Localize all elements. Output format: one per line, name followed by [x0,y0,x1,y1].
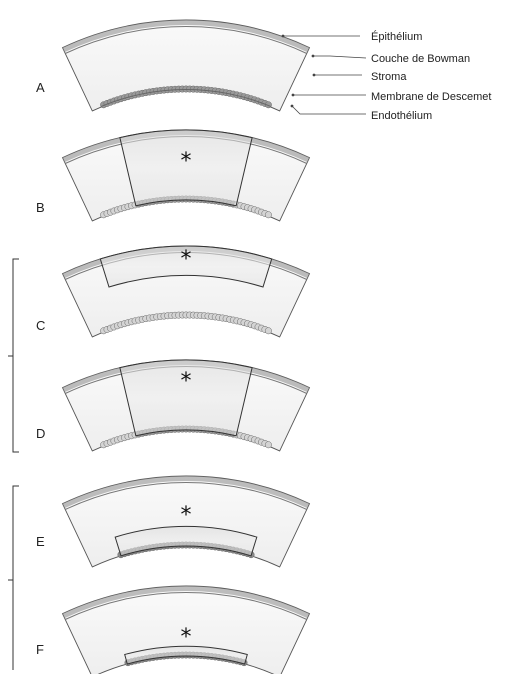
graft-marker: * [181,625,192,650]
bowman-layer [65,592,307,620]
leader-bowman [313,55,367,59]
epithelium-layer [62,476,310,509]
epithelium-layer [62,586,310,619]
legend-descemet: Membrane de Descemet [371,91,491,103]
graft-region [119,359,253,437]
legend-bowman: Couche de Bowman [371,53,470,65]
bowman-layer [65,482,307,510]
bracket-e-f [8,485,19,670]
graft-marker: * [181,247,192,272]
panel-d: D* [36,359,311,452]
legend-leaders [283,35,367,115]
panel-label: D [36,426,45,441]
legend-epithelium: Épithélium [371,30,422,43]
endothelium-layer [100,311,272,335]
graft-marker: * [181,503,192,528]
legend-dots [281,34,316,108]
graft-region [99,245,273,288]
graft-region [119,129,253,207]
legend-endothelium: Endothélium [371,110,432,122]
leader-endothelium [291,105,366,115]
bowman-layer [65,26,307,54]
panel-label: A [36,80,45,95]
panel-a: A [36,19,311,112]
panel-b: B* [36,129,311,222]
panel-label: E [36,534,45,549]
graft-region [114,525,258,557]
graft-marker: * [181,369,192,394]
graft-region [124,645,248,665]
legend-stroma: Stroma [371,71,407,83]
panel-label: C [36,318,45,333]
panel-e: E* [36,475,311,568]
panel-label: F [36,642,44,657]
panel-f: F * [36,585,311,674]
panel-label: B [36,200,45,215]
epithelium-layer [62,20,310,53]
descemet-layer [100,89,272,108]
bracket-c-d [8,258,19,453]
graft-marker: * [181,149,192,174]
panel-c: C* [36,245,311,338]
